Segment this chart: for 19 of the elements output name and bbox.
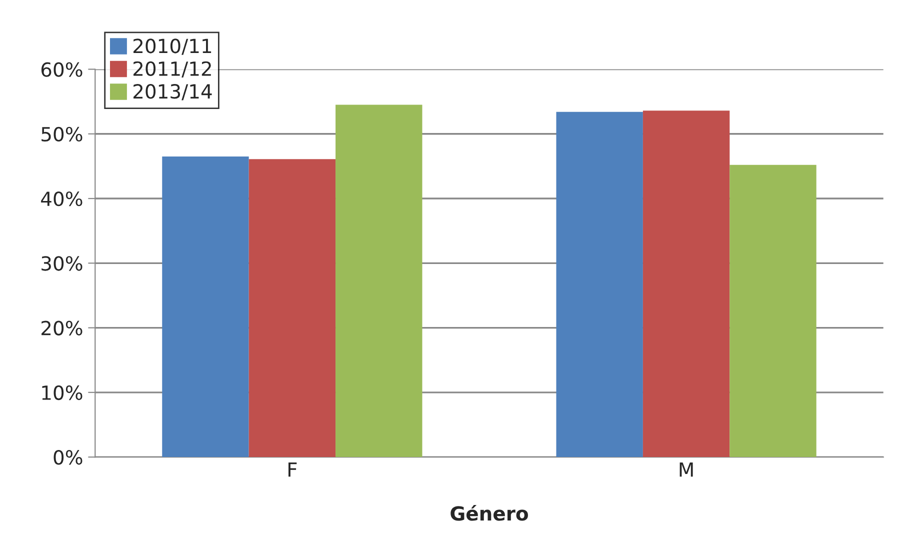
y-tick-label: 0%	[54, 450, 82, 465]
y-tick-label: 60%	[41, 62, 82, 77]
bar	[336, 104, 422, 458]
x-axis-title: Género	[450, 504, 528, 521]
x-tick-label: F	[288, 462, 297, 477]
legend-label: 2013/14	[134, 84, 212, 100]
bar	[642, 110, 730, 458]
x-tick-label: M	[680, 462, 693, 477]
y-tick-label: 10%	[42, 385, 82, 400]
legend-label: 2010/11	[134, 38, 212, 55]
y-tick-label: 40%	[41, 191, 82, 206]
bar	[730, 164, 816, 458]
y-tick-label: 50%	[42, 126, 82, 142]
bar	[162, 156, 249, 458]
bar	[556, 112, 643, 458]
y-tick-label: 20%	[42, 320, 82, 336]
y-tick-label: 30%	[42, 256, 82, 271]
legend-label: 2011/12	[134, 61, 211, 78]
bar	[248, 159, 336, 458]
